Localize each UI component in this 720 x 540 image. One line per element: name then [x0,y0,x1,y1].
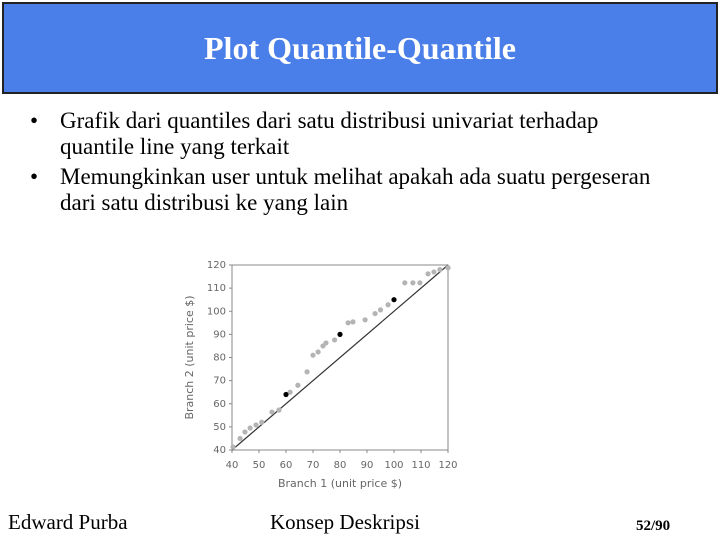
point [410,280,416,286]
point [283,391,289,398]
y-tick-label: 60 [213,399,226,410]
y-tick-label: 70 [213,376,226,387]
point [345,320,351,326]
page-number: 52/90 [636,518,671,534]
x-tick-label: 90 [361,460,374,471]
point [304,369,310,375]
y-axis-label: Branch 2 (unit price $) [183,295,196,419]
bullet: Grafik dari quantiles dari satu distribu… [30,108,670,160]
x-tick-label: 120 [438,460,457,471]
point [230,444,236,450]
y-tick-label: 90 [213,329,226,340]
point [425,271,431,277]
y-tick-label: 120 [207,260,226,271]
point [287,389,293,395]
bullet: Memungkinkan user untuk melihat apakah a… [30,164,670,216]
y-tick-label: 80 [213,353,226,364]
x-tick-label: 60 [280,460,293,471]
point [437,267,443,273]
point [391,297,397,303]
point [385,302,391,308]
x-tick-label: 80 [334,460,347,471]
y-tick-label: 50 [213,422,226,433]
point [295,382,301,388]
point [372,310,378,317]
bullet-list: Grafik dari quantiles dari satu distribu… [30,108,670,220]
point [332,337,338,343]
point [253,422,259,428]
slide-title: Plot Quantile-Quantile [2,2,718,94]
x-tick-label: 40 [226,460,239,471]
point [269,409,275,415]
point [237,435,243,442]
x-tick-label: 50 [253,460,266,471]
point [431,269,437,275]
point [315,349,321,355]
reference-line [231,264,449,451]
y-tick-label: 40 [213,445,226,456]
point [310,352,316,358]
point [276,407,282,413]
y-tick-label: 110 [207,283,226,294]
x-axis-label: Branch 1 (unit price $) [278,477,402,490]
point [247,425,253,431]
point [337,331,343,337]
footer-author: Edward Purba [8,510,128,534]
point [445,265,451,271]
point [377,307,384,313]
y-tick-label: 100 [207,306,226,317]
point [242,429,248,435]
point [417,280,423,286]
x-tick-label: 110 [411,460,430,471]
point [362,317,368,323]
footer-topic: Konsep Deskripsi [270,510,420,534]
point [259,419,265,425]
point [402,280,408,286]
point [323,340,329,346]
point [350,319,356,325]
x-tick-label: 70 [307,460,320,471]
x-tick-label: 100 [384,460,403,471]
